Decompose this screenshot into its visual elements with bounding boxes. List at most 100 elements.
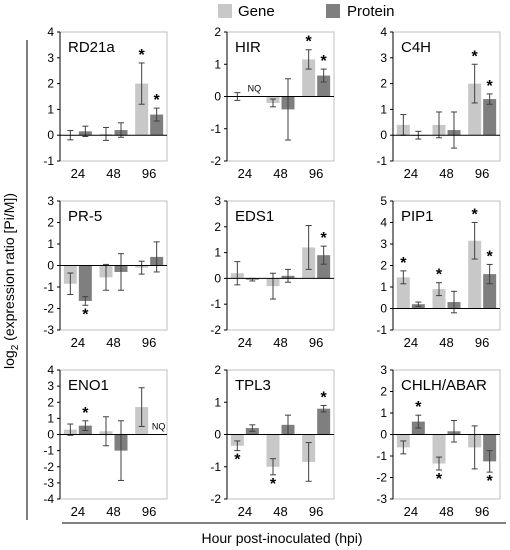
y-tick-label: -1 bbox=[376, 323, 387, 337]
y-tick-label: 3 bbox=[380, 363, 387, 377]
y-tick-label: 3 bbox=[47, 51, 54, 65]
y-tick-label: -1 bbox=[43, 280, 54, 294]
y-tick-label: -1 bbox=[376, 449, 387, 463]
y-axis-title: log2 (expression ratio [Pi/M]) bbox=[1, 193, 21, 369]
x-tick-label: 96 bbox=[142, 335, 156, 350]
significance-star: * bbox=[321, 230, 328, 247]
x-axis-title: Hour post-inoculated (hpi) bbox=[201, 530, 362, 546]
y-tick-label: 2 bbox=[214, 25, 221, 39]
y-tick-label: 2 bbox=[380, 259, 387, 273]
significance-star: * bbox=[234, 452, 241, 469]
y-tick-label: -2 bbox=[43, 302, 54, 316]
panel-title: ENO1 bbox=[68, 377, 109, 394]
y-tick-label: 0 bbox=[380, 128, 387, 142]
y-tick-label: 0 bbox=[47, 428, 54, 442]
y-tick-label: -1 bbox=[210, 460, 221, 474]
y-tick-label: -1 bbox=[43, 444, 54, 458]
gene-bar bbox=[432, 289, 446, 309]
protein-bar bbox=[483, 274, 497, 309]
x-tick-label: 96 bbox=[142, 504, 156, 519]
significance-star: * bbox=[415, 399, 422, 416]
y-tick-label: 4 bbox=[47, 25, 54, 39]
panel-title: TPL3 bbox=[235, 377, 271, 394]
y-tick-label: 1 bbox=[380, 280, 387, 294]
y-tick-label: 0 bbox=[380, 428, 387, 442]
significance-star: * bbox=[487, 473, 494, 490]
significance-star: * bbox=[321, 53, 328, 70]
significance-star: * bbox=[472, 207, 479, 224]
x-tick-label: 24 bbox=[404, 166, 418, 181]
x-tick-label: 48 bbox=[439, 504, 453, 519]
y-tick-label: 1 bbox=[380, 406, 387, 420]
y-tick-label: -1 bbox=[43, 154, 54, 168]
panel-title: HIR bbox=[235, 39, 261, 56]
y-tick-label: 0 bbox=[214, 428, 221, 442]
y-tick-label: 1 bbox=[380, 102, 387, 116]
protein-bar bbox=[78, 265, 92, 301]
y-tick-label: 2 bbox=[214, 220, 221, 234]
significance-star: * bbox=[306, 34, 313, 51]
protein-bar bbox=[483, 99, 497, 136]
x-tick-label: 48 bbox=[106, 166, 120, 181]
significance-star: * bbox=[487, 248, 494, 265]
y-tick-label: -2 bbox=[376, 471, 387, 485]
y-tick-label: -1 bbox=[210, 122, 221, 136]
chart-panel-rd21a: -1 0 1 2 3 4 RD21a 24 48 * * 96 bbox=[43, 25, 168, 181]
y-tick-label: 0 bbox=[214, 271, 221, 285]
x-tick-label: 96 bbox=[142, 166, 156, 181]
y-tick-label: 2 bbox=[47, 395, 54, 409]
nq-label: NQ bbox=[152, 422, 166, 432]
y-axis-title-text: (expression ratio [Pi/M]) bbox=[1, 193, 17, 345]
y-tick-label: 3 bbox=[47, 194, 54, 208]
y-tick-label: 0 bbox=[214, 90, 221, 104]
chart-panel-c4h: -1 0 1 2 3 4 C4H 24 48 * * 96 bbox=[376, 25, 501, 181]
y-tick-label: 1 bbox=[214, 246, 221, 260]
y-axis-title-log: log bbox=[1, 350, 17, 369]
significance-star: * bbox=[82, 405, 89, 422]
x-tick-label: 48 bbox=[273, 335, 287, 350]
chart-panel-hir: -2 -1 0 1 2 HIR NQ 24 48 * * 96 bbox=[210, 25, 335, 181]
y-tick-label: 1 bbox=[214, 395, 221, 409]
gene-bar bbox=[432, 434, 446, 464]
significance-star: * bbox=[82, 306, 89, 323]
gene-bar bbox=[468, 240, 482, 309]
panel-title: RD21a bbox=[68, 39, 115, 56]
y-tick-label: 3 bbox=[47, 379, 54, 393]
x-tick-label: 48 bbox=[273, 504, 287, 519]
gene-bar bbox=[135, 83, 149, 136]
gene-bar bbox=[302, 59, 316, 97]
y-tick-label: 1 bbox=[47, 237, 54, 251]
x-tick-label: 48 bbox=[439, 335, 453, 350]
y-tick-label: 0 bbox=[380, 302, 387, 316]
significance-star: * bbox=[436, 471, 443, 488]
nq-label: NQ bbox=[248, 84, 262, 94]
x-tick-label: 96 bbox=[309, 166, 323, 181]
legend-label-gene: Gene bbox=[238, 3, 275, 20]
y-tick-label: 2 bbox=[214, 363, 221, 377]
legend-swatch-gene bbox=[218, 4, 232, 18]
y-tick-label: 3 bbox=[214, 194, 221, 208]
y-tick-label: 1 bbox=[214, 57, 221, 71]
legend-swatch-protein bbox=[326, 4, 340, 18]
y-tick-label: -3 bbox=[43, 323, 54, 337]
significance-star: * bbox=[472, 48, 479, 65]
x-tick-label: 48 bbox=[106, 335, 120, 350]
significance-star: * bbox=[400, 255, 407, 272]
chart-panel-chlh-abar: -3 -2 -1 0 1 2 3 CHLH/ABAR * 24 * 48 * 96 bbox=[376, 363, 501, 519]
panel-title: EDS1 bbox=[235, 208, 274, 225]
significance-star: * bbox=[139, 47, 146, 64]
x-tick-label: 24 bbox=[71, 166, 85, 181]
y-tick-label: 0 bbox=[47, 128, 54, 142]
y-tick-label: 3 bbox=[380, 51, 387, 65]
protein-bar bbox=[483, 434, 497, 462]
significance-star: * bbox=[487, 78, 494, 95]
y-tick-label: -2 bbox=[210, 492, 221, 506]
x-tick-label: 96 bbox=[475, 335, 489, 350]
y-tick-label: 4 bbox=[380, 216, 387, 230]
y-tick-label: -3 bbox=[43, 476, 54, 490]
legend: Gene Protein bbox=[218, 3, 395, 20]
y-tick-label: 1 bbox=[47, 102, 54, 116]
x-tick-label: 96 bbox=[309, 504, 323, 519]
svg-text:log2 (expression ratio [Pi/M]): log2 (expression ratio [Pi/M]) bbox=[1, 193, 21, 369]
